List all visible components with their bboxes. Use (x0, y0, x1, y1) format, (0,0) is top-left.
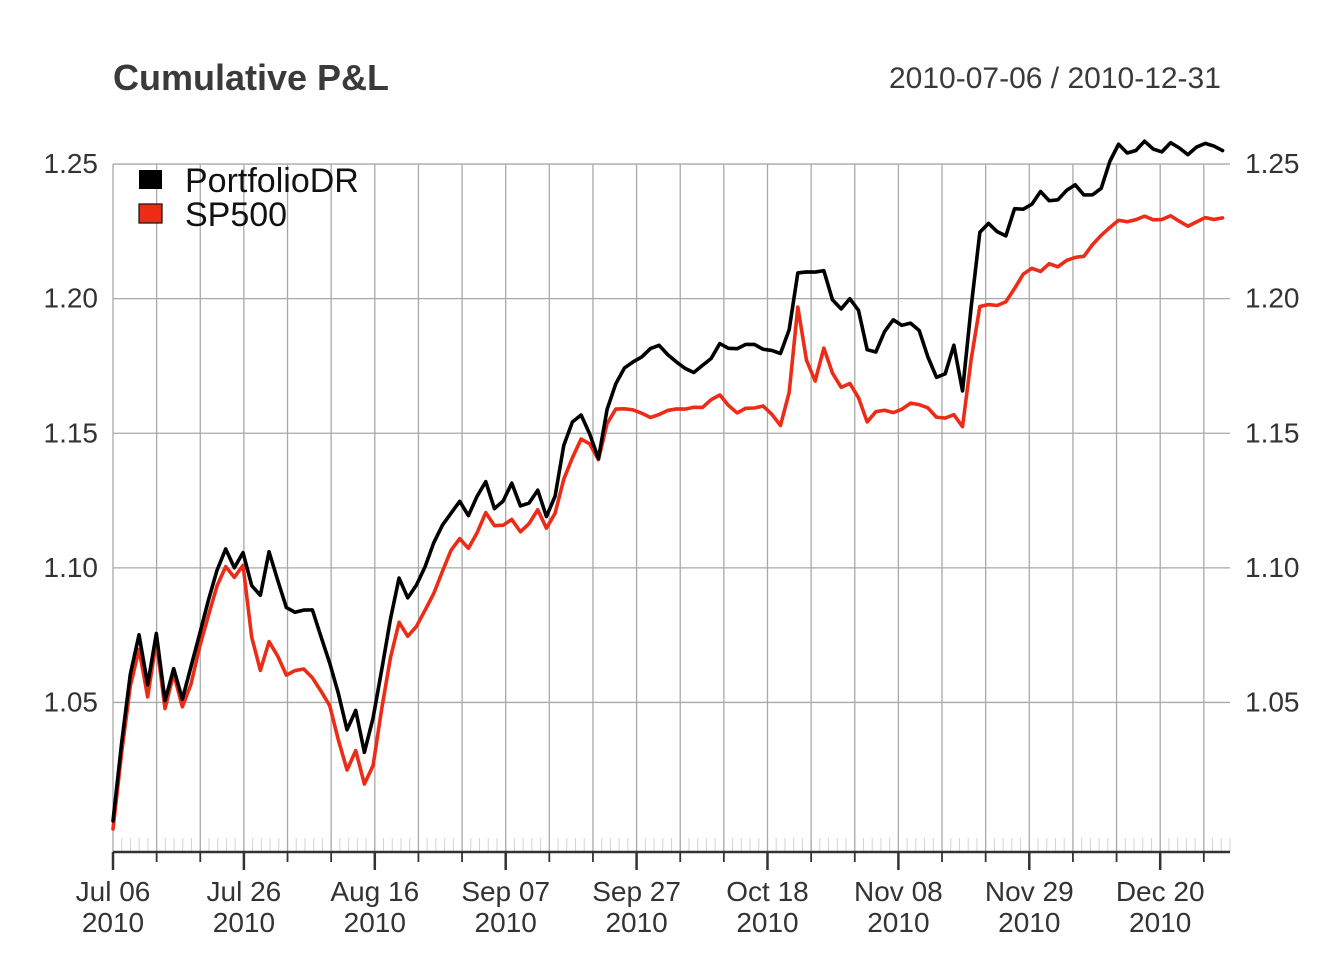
svg-text:Dec 20: Dec 20 (1116, 876, 1205, 907)
svg-text:Aug 16: Aug 16 (330, 876, 419, 907)
svg-text:1.20: 1.20 (44, 283, 99, 314)
svg-text:Jul 06: Jul 06 (76, 876, 151, 907)
svg-text:Sep 07: Sep 07 (461, 876, 550, 907)
svg-text:PortfolioDR: PortfolioDR (185, 162, 359, 200)
svg-text:2010: 2010 (736, 907, 798, 938)
svg-text:Jul 26: Jul 26 (207, 876, 282, 907)
svg-text:1.10: 1.10 (1245, 552, 1300, 583)
svg-text:1.20: 1.20 (1245, 283, 1300, 314)
svg-text:1.15: 1.15 (1245, 417, 1300, 448)
svg-text:1.05: 1.05 (1245, 686, 1300, 717)
svg-text:2010: 2010 (867, 907, 929, 938)
svg-text:Nov 29: Nov 29 (985, 876, 1074, 907)
svg-text:1.05: 1.05 (44, 686, 99, 717)
svg-text:Sep 27: Sep 27 (592, 876, 681, 907)
svg-text:Oct 18: Oct 18 (726, 876, 808, 907)
svg-text:1.10: 1.10 (44, 552, 99, 583)
svg-text:2010: 2010 (998, 907, 1060, 938)
svg-text:2010: 2010 (344, 907, 406, 938)
svg-text:2010: 2010 (1129, 907, 1191, 938)
svg-text:2010: 2010 (475, 907, 537, 938)
svg-text:2010: 2010 (82, 907, 144, 938)
svg-text:1.25: 1.25 (1245, 148, 1300, 179)
svg-text:1.15: 1.15 (44, 417, 99, 448)
svg-text:2010: 2010 (213, 907, 275, 938)
svg-text:Nov 08: Nov 08 (854, 876, 943, 907)
svg-text:SP500: SP500 (185, 196, 287, 234)
svg-text:1.25: 1.25 (44, 148, 99, 179)
svg-text:2010: 2010 (605, 907, 667, 938)
